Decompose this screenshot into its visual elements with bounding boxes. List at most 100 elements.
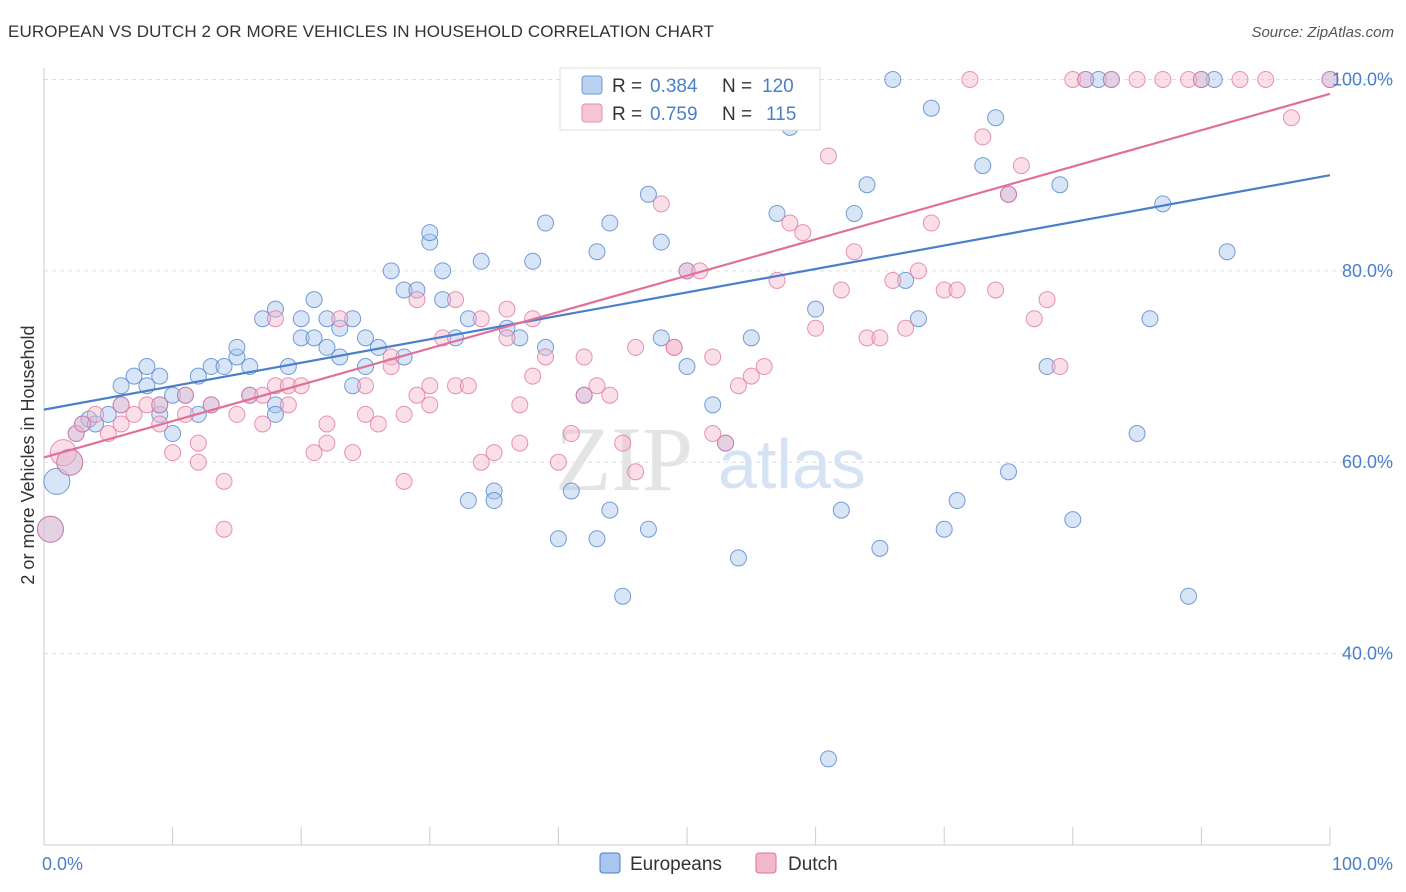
europeans-point [845,204,863,222]
dutch-point [1282,109,1300,127]
europeans-point [524,252,542,270]
europeans-point [112,377,130,395]
gridlines [44,78,1392,655]
dutch-point [318,415,336,433]
europeans-point [1000,463,1017,481]
dutch-point [755,358,773,376]
europeans-point [549,530,567,548]
europeans-point [86,415,104,433]
dutch-point [1000,185,1017,203]
europeans-point [331,319,349,337]
dutch-point [331,310,349,328]
series-dutch-points [36,70,1339,543]
y-axis-label: 2 or more Vehicles in Household [18,325,38,584]
europeans-point [292,329,310,347]
europeans-point [202,358,220,376]
legend-r-value-1: 0.759 [650,104,698,125]
europeans-point [1090,70,1108,88]
europeans-point [408,281,426,299]
dutch-point [459,377,477,395]
dutch-point [627,463,645,481]
legend-dutch-label: Dutch [788,854,838,875]
legend-n-label-0: N = [722,76,752,97]
dutch-point [215,520,233,538]
europeans-point [819,750,837,768]
europeans-point [974,157,992,175]
europeans-point [601,214,619,232]
dutch-point [86,405,104,423]
europeans-point [1180,587,1198,605]
dutch-point [266,310,284,328]
europeans-point [266,405,284,423]
x-tick-labels: 0.0% 100.0% [42,854,1393,874]
dutch-point [909,262,927,280]
europeans-point [472,252,490,270]
dutch-point [472,310,490,328]
europeans-point [305,329,323,347]
europeans-point [639,520,657,538]
dutch-point [408,386,426,404]
europeans-point [511,329,529,347]
europeans-point [987,109,1005,127]
dutch-point [215,472,233,490]
europeans-point [562,482,580,500]
dutch-point [357,405,374,423]
dutch-point [511,396,529,414]
dutch-point [717,434,735,452]
dutch-point [1064,70,1082,88]
europeans-point [43,467,71,495]
europeans-point [1064,511,1082,529]
legend-n-label-1: N = [722,104,752,125]
dutch-point [575,348,593,366]
dutch-point [845,243,863,261]
dutch-point [279,396,297,414]
dutch-point [498,300,516,318]
y-tick-label: 100.0% [1332,69,1393,89]
europeans-point [614,587,632,605]
y-tick-label: 60.0% [1342,452,1393,472]
dutch-point [627,338,645,356]
europeans-point [151,405,169,423]
europeans-point [344,310,362,328]
dutch-point [974,128,992,146]
europeans-point [678,358,696,376]
europeans-point [948,492,966,510]
dutch-point [1025,310,1043,328]
dutch-point [511,434,529,452]
europeans-point [871,539,889,557]
dutch-point [395,472,413,490]
europeans-point [125,367,143,385]
dutch-point [588,377,606,395]
dutch-point [1077,70,1095,88]
dutch-point [614,434,632,452]
dutch-point [369,415,387,433]
dutch-point [948,281,966,299]
dutch-point [601,386,619,404]
europeans-point [1205,70,1223,88]
dutch-point [189,453,207,471]
europeans-point [768,204,786,222]
watermark-atlas: atlas [718,425,866,503]
legend-r-label-0: R = [612,76,642,97]
europeans-point [138,358,156,376]
legend-r-value-0: 0.384 [650,76,698,97]
europeans-point [99,405,117,423]
x-tick-label: 0.0% [42,854,83,874]
europeans-point [704,396,722,414]
legend-n-value-0: 120 [762,76,794,97]
dutch-point [987,281,1005,299]
dutch-point [395,405,413,423]
dutch-point [36,515,64,543]
dutch-point [176,386,194,404]
dutch-point [562,425,580,443]
dutch-point [421,396,439,414]
europeans-point [884,70,902,88]
dutch-point [1102,70,1120,88]
dutch-point [408,291,426,309]
dutch-point [897,319,915,337]
legend-r-label-1: R = [612,104,642,125]
europeans-point [588,530,606,548]
europeans-point [357,329,374,347]
dutch-point [189,434,207,452]
